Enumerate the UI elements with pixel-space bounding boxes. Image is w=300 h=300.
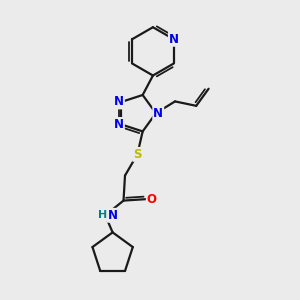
Text: N: N (169, 33, 179, 46)
Text: N: N (153, 107, 163, 120)
Text: N: N (114, 95, 124, 108)
Text: N: N (108, 209, 118, 222)
Text: S: S (133, 148, 142, 161)
Text: O: O (147, 193, 157, 206)
Text: H: H (98, 210, 107, 220)
Text: N: N (114, 118, 124, 131)
